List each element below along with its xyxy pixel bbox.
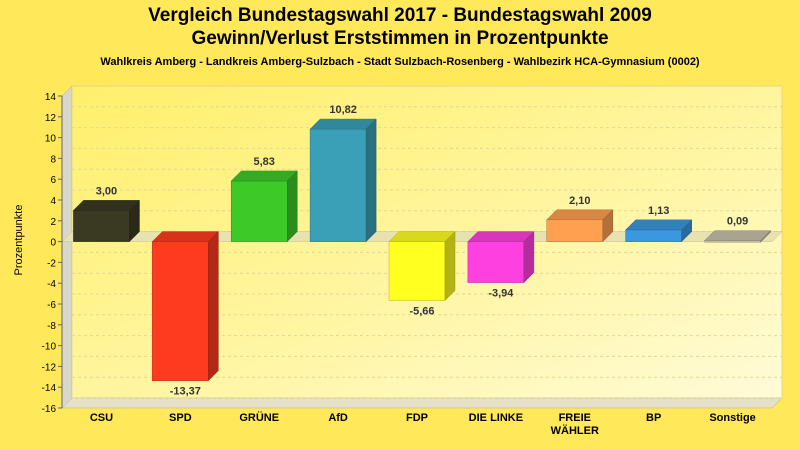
- x-tick-label: WÄHLER: [551, 424, 599, 437]
- y-tick-label: 12: [45, 113, 57, 124]
- value-label: -13,37: [170, 386, 201, 398]
- x-tick-label: FREIE: [559, 412, 591, 424]
- floor: [61, 397, 783, 409]
- value-label: 3,00: [96, 185, 117, 197]
- x-tick-label: AfD: [328, 412, 348, 424]
- x-tick-label: FDP: [406, 412, 428, 424]
- bar-front: [625, 229, 682, 242]
- x-tick-label: BP: [646, 412, 661, 424]
- y-tick-label: -10: [42, 342, 57, 353]
- chart-title-line-2: Gewinn/Verlust Erststimmen in Prozentpun…: [191, 28, 608, 49]
- bar-side: [129, 199, 140, 243]
- y-tick-label: -4: [47, 279, 56, 290]
- bar-die-linke: [467, 230, 535, 284]
- bar-top: [625, 219, 693, 231]
- bar-top: [467, 231, 535, 242]
- y-tick-label: 10: [45, 134, 57, 145]
- value-label: 5,83: [254, 156, 275, 168]
- bar-front: [309, 128, 367, 242]
- y-tick-label: 0: [50, 238, 56, 249]
- y-axis: -16 -14 -12 -10 -8 -6 -4 -2 0 2 4 6 8 10 12 14: [42, 92, 63, 415]
- bar-front: [73, 210, 130, 242]
- bar-top: [309, 118, 377, 130]
- bar-top: [151, 231, 219, 242]
- bar-freie-wähler: [546, 209, 614, 243]
- bar-front: [152, 241, 209, 381]
- bar-side: [208, 230, 219, 382]
- bar-top: [230, 170, 298, 182]
- bar-grüne: [230, 170, 298, 243]
- value-label: -3,94: [488, 288, 514, 300]
- bar-side: [365, 118, 377, 243]
- y-tick-label: -2: [47, 258, 56, 269]
- bar-front: [467, 241, 525, 283]
- x-tick-label: SPD: [169, 412, 192, 424]
- bar-sonstige: [703, 230, 772, 243]
- bar-side: [523, 230, 535, 284]
- bar-front: [546, 219, 604, 242]
- bar-side: [681, 219, 692, 243]
- x-tick-label: CSU: [90, 412, 113, 424]
- y-tick-label: 4: [50, 196, 56, 207]
- value-label: 2,10: [569, 195, 590, 207]
- bar-bp: [625, 219, 693, 243]
- y-axis-title: Prozentpunkte: [13, 205, 25, 276]
- bar-top: [388, 231, 456, 242]
- value-label: 10,82: [329, 104, 357, 116]
- value-labels: 3,00 -13,37 5,83 10,82 -5,66 -3,94 2,10 1,13 0,0…: [96, 104, 749, 398]
- y-tick-label: 8: [50, 154, 56, 165]
- bar-front: [388, 241, 446, 301]
- bar-fdp: [388, 230, 456, 302]
- left-wall: [61, 85, 73, 409]
- value-label: 0,09: [727, 216, 748, 228]
- bar-csu: [72, 199, 141, 243]
- x-tick-label: Sonstige: [709, 412, 755, 424]
- bar-side: [444, 230, 456, 302]
- x-tick-label: DIE LINKE: [469, 412, 523, 424]
- y-tick-label: -14: [42, 383, 57, 394]
- value-label: 1,13: [648, 205, 669, 217]
- bar-series: [72, 118, 772, 382]
- bar-side: [286, 170, 298, 243]
- bar-afd: [309, 118, 377, 243]
- bar-top: [546, 209, 614, 221]
- y-tick-label: -16: [42, 404, 57, 415]
- y-tick-label: 14: [45, 92, 57, 103]
- y-tick-label: 6: [50, 175, 56, 186]
- chart-subtitle: Wahlkreis Amberg - Landkreis Amberg-Sulz…: [100, 56, 700, 68]
- bar-top: [72, 200, 141, 211]
- value-label: -5,66: [409, 305, 434, 317]
- x-tick-label: GRÜNE: [239, 411, 279, 424]
- bar-front: [230, 180, 288, 242]
- y-tick-label: 2: [50, 217, 56, 228]
- y-tick-label: -6: [47, 300, 56, 311]
- bar-top: [703, 230, 772, 241]
- chart-title-line-1: Vergleich Bundestagswahl 2017 - Bundesta…: [148, 5, 652, 26]
- bar-side: [760, 230, 771, 243]
- bar-spd: [151, 230, 219, 382]
- y-tick-label: -12: [42, 362, 57, 373]
- y-tick-label: -8: [47, 321, 56, 332]
- bar-side: [602, 209, 614, 243]
